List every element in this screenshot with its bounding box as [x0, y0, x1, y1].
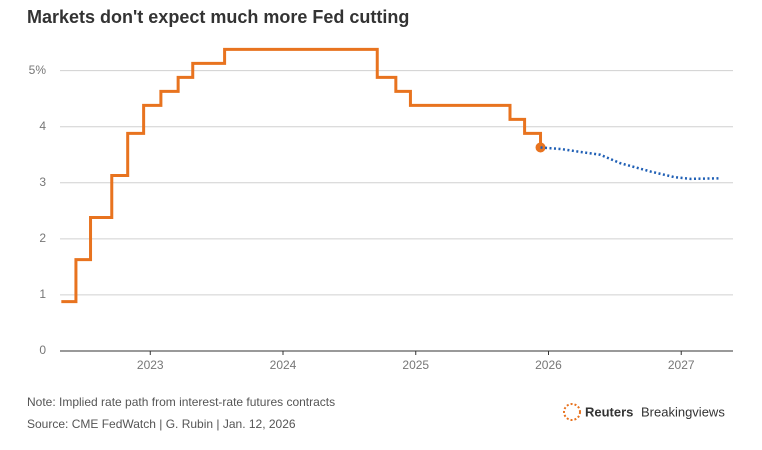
y-tick-label: 2: [39, 231, 46, 245]
brand-sub: Breakingviews: [641, 404, 725, 419]
y-tick-label: 1: [39, 287, 46, 301]
x-tick-label: 2026: [535, 358, 562, 372]
x-tick-label: 2024: [270, 358, 297, 372]
y-tick-label: 0: [39, 343, 46, 357]
logo-icon: [563, 403, 581, 421]
x-tick-label: 2023: [137, 358, 164, 372]
x-tick-label: 2027: [668, 358, 695, 372]
x-tick-label: 2025: [402, 358, 429, 372]
brand-name: Reuters: [585, 404, 633, 419]
source: Source: CME FedWatch | G. Rubin | Jan. 1…: [27, 417, 296, 431]
y-tick-label: 4: [39, 119, 46, 133]
series-line: [540, 146, 720, 181]
chart-title: Markets don't expect much more Fed cutti…: [27, 7, 409, 27]
y-tick-label: 5%: [29, 63, 47, 77]
note: Note: Implied rate path from interest-ra…: [27, 395, 335, 409]
series-line: [61, 47, 543, 304]
y-tick-label: 3: [39, 175, 46, 189]
